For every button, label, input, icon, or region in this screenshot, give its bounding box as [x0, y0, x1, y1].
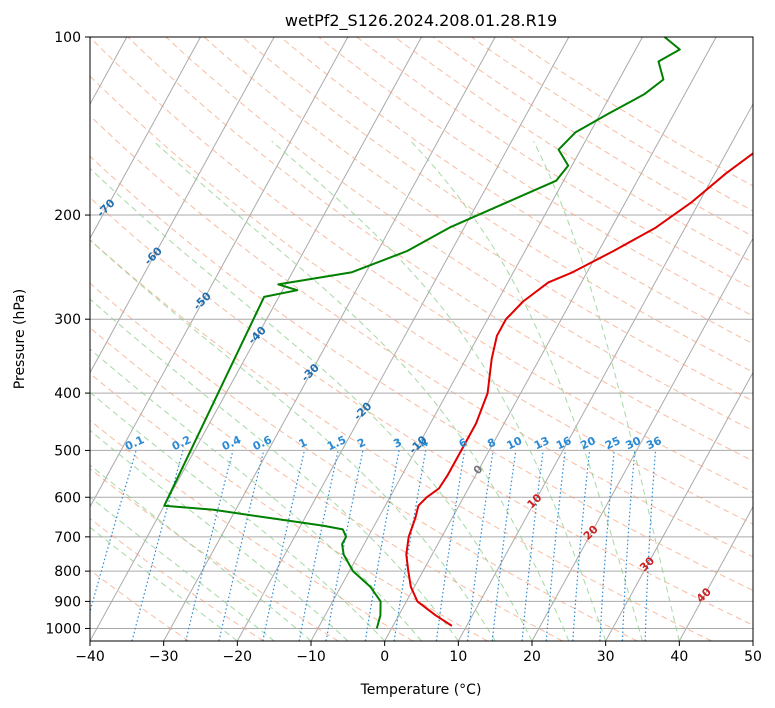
- dewpoint-profile-line: [163, 37, 681, 629]
- x-tick-label: −10: [296, 649, 326, 665]
- dry-adiabat-line: [90, 282, 638, 641]
- y-tick-label: 300: [54, 312, 81, 328]
- mixing-ratio-label: 20: [578, 434, 598, 452]
- mixing-ratio-line: [521, 450, 544, 641]
- dry-adiabat-line: [470, 37, 753, 212]
- mixing-ratio-line: [393, 450, 427, 641]
- dry-adiabat-line: [90, 419, 414, 641]
- isotherm-line: [457, 103, 753, 641]
- isotherm-line: [531, 237, 753, 641]
- moist-adiabat-line: [90, 526, 238, 641]
- moist-adiabat-line: [271, 140, 607, 641]
- moist-adiabat-line: [90, 348, 422, 641]
- dry-adiabat-line: [90, 327, 563, 641]
- x-tick-label: 50: [744, 649, 762, 665]
- moist-adiabat-line: [410, 140, 643, 641]
- mixing-ratio-label: 30: [624, 434, 644, 452]
- x-tick-label: 0: [380, 649, 389, 665]
- plot-frame: [89, 36, 754, 642]
- y-tick-label: 900: [54, 594, 81, 610]
- isotherm-line: [236, 37, 570, 641]
- dry-adiabat-line: [509, 37, 753, 187]
- dry-adiabat-line: [280, 37, 753, 345]
- temperature-profile-line: [405, 152, 753, 627]
- moist-adiabat-line: [90, 464, 312, 641]
- chart-series: [163, 37, 753, 629]
- mixing-ratio-line: [185, 450, 234, 641]
- dry-adiabat-line: [318, 37, 753, 317]
- mixing-ratio-line: [545, 450, 566, 641]
- dry-adiabat-line: [127, 37, 753, 462]
- x-tick-label: −20: [223, 649, 253, 665]
- dry-adiabat-line: [394, 37, 753, 263]
- moist-adiabat-line: [90, 298, 459, 641]
- mixing-ratio-line: [90, 450, 137, 614]
- mixing-ratio-label: 16: [554, 434, 574, 452]
- mixing-ratio-line: [466, 450, 494, 641]
- y-tick-label: 700: [54, 530, 81, 546]
- dry-adiabat-line: [241, 37, 753, 373]
- dry-adiabat-line: [90, 37, 753, 493]
- x-tick-label: 20: [523, 649, 541, 665]
- moist-adiabat-line: [90, 429, 349, 641]
- y-tick-label: 100: [54, 30, 81, 46]
- mixing-ratio-label: 10: [505, 434, 525, 452]
- x-tick-label: −30: [149, 649, 179, 665]
- y-tick-label: 600: [54, 490, 81, 506]
- isotherm-line: [384, 37, 717, 641]
- moist-adiabat-line: [533, 140, 680, 641]
- isotherm-line: [678, 505, 753, 641]
- y-tick-label: 500: [54, 443, 81, 459]
- y-tick-label: 200: [54, 208, 81, 224]
- dry-adiabat-line: [90, 196, 753, 626]
- isotherm-line: [90, 37, 201, 240]
- isotherm-line: [605, 371, 753, 641]
- mixing-ratio-line: [218, 450, 265, 641]
- x-tick-label: 40: [670, 649, 688, 665]
- moist-adiabat-line: [90, 496, 275, 641]
- mixing-ratio-label: 25: [603, 434, 622, 452]
- isotherm-line: [90, 37, 349, 508]
- mixing-ratio-label: 13: [532, 434, 551, 452]
- x-tick-label: 10: [449, 649, 467, 665]
- x-tick-label: 30: [597, 649, 615, 665]
- dry-adiabat-line: [90, 115, 753, 558]
- dry-adiabat-line: [356, 37, 753, 290]
- x-axis-label: Temperature (°C): [360, 682, 482, 698]
- x-tick-label: −40: [75, 649, 105, 665]
- chart-axes: −40 −30 −20 −10 0 10 20 30 40 50 100 200 300 400 500 60…: [45, 30, 762, 665]
- isotherm-line: [163, 37, 496, 641]
- dry-adiabat-line: [90, 75, 753, 525]
- chart-title: wetPf2_S126.2024.208.01.28.R19: [285, 11, 557, 31]
- y-tick-label: 800: [54, 564, 81, 580]
- dry-adiabat-line: [203, 37, 753, 402]
- moist-adiabat-line: [90, 167, 533, 641]
- moist-adiabat-line: [153, 140, 570, 641]
- y-tick-label: 400: [54, 386, 81, 402]
- mixing-ratio-line: [491, 450, 517, 641]
- y-tick-label: 1000: [45, 621, 81, 637]
- isotherm-line: [90, 37, 275, 374]
- dry-adiabat-line: [90, 155, 753, 592]
- y-axis-label: Pressure (hPa): [12, 289, 28, 389]
- dry-adiabat-line: [90, 239, 712, 641]
- mixing-ratio-line: [435, 450, 466, 641]
- dry-adiabat-line: [165, 37, 753, 432]
- mixing-ratio-label: 36: [644, 434, 664, 452]
